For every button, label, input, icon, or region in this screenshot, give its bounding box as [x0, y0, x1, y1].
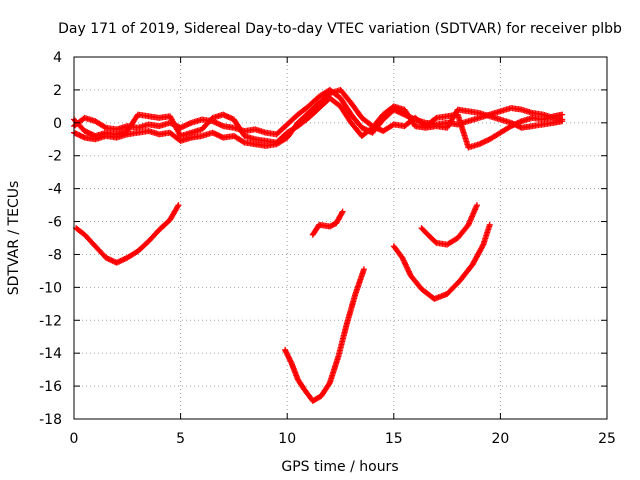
- y-tick-label: 0: [53, 116, 62, 132]
- series-arc-evening: [418, 202, 480, 248]
- y-tick-label: -14: [39, 346, 62, 362]
- x-tick-label: 0: [70, 431, 79, 447]
- x-axis-label: GPS time / hours: [281, 459, 398, 475]
- y-tick-label: 4: [53, 50, 62, 66]
- series-arc-midday: [282, 266, 367, 404]
- y-tick-label: -8: [48, 247, 62, 263]
- plot-frame: [73, 56, 608, 420]
- series-band-2: [71, 95, 566, 146]
- x-tick-label: 25: [598, 431, 616, 447]
- series-arc-late: [390, 221, 493, 302]
- y-tick-label: -12: [39, 313, 62, 329]
- series-arc-small: [309, 208, 346, 238]
- chart-title: Day 171 of 2019, Sidereal Day-to-day VTE…: [58, 21, 622, 37]
- axis-ticks: 0 5 10 15 20 25 -18 -16 -14 -12 -10 -8 -6 -4 -2 0 2 4: [39, 50, 616, 447]
- x-tick-label: 15: [385, 431, 403, 447]
- x-tick-label: 5: [176, 431, 185, 447]
- y-tick-label: -16: [39, 379, 62, 395]
- data-point: [432, 115, 439, 122]
- y-tick-label: -10: [39, 280, 62, 296]
- y-tick-label: 2: [53, 83, 62, 99]
- x-tick-label: 10: [278, 431, 296, 447]
- data-point: [360, 266, 367, 273]
- y-axis-label: SDTVAR / TECUs: [6, 181, 22, 296]
- data-point: [174, 203, 181, 210]
- data-point: [486, 221, 493, 228]
- data-point: [473, 202, 480, 209]
- data-point: [240, 138, 247, 145]
- x-tick-label: 20: [491, 431, 509, 447]
- y-tick-label: -18: [39, 412, 62, 428]
- data-point: [339, 208, 346, 215]
- series-band-3: [71, 86, 566, 151]
- data-point: [338, 209, 345, 216]
- data-point: [559, 118, 566, 125]
- data-points: [71, 86, 566, 404]
- data-point: [175, 202, 182, 209]
- y-tick-label: -4: [48, 182, 62, 198]
- data-point: [479, 242, 486, 249]
- data-point: [101, 123, 108, 130]
- data-point: [325, 381, 332, 388]
- y-tick-label: -6: [48, 215, 62, 231]
- y-tick-label: -2: [48, 149, 62, 165]
- data-point: [559, 111, 566, 118]
- series-arc-early: [73, 202, 182, 266]
